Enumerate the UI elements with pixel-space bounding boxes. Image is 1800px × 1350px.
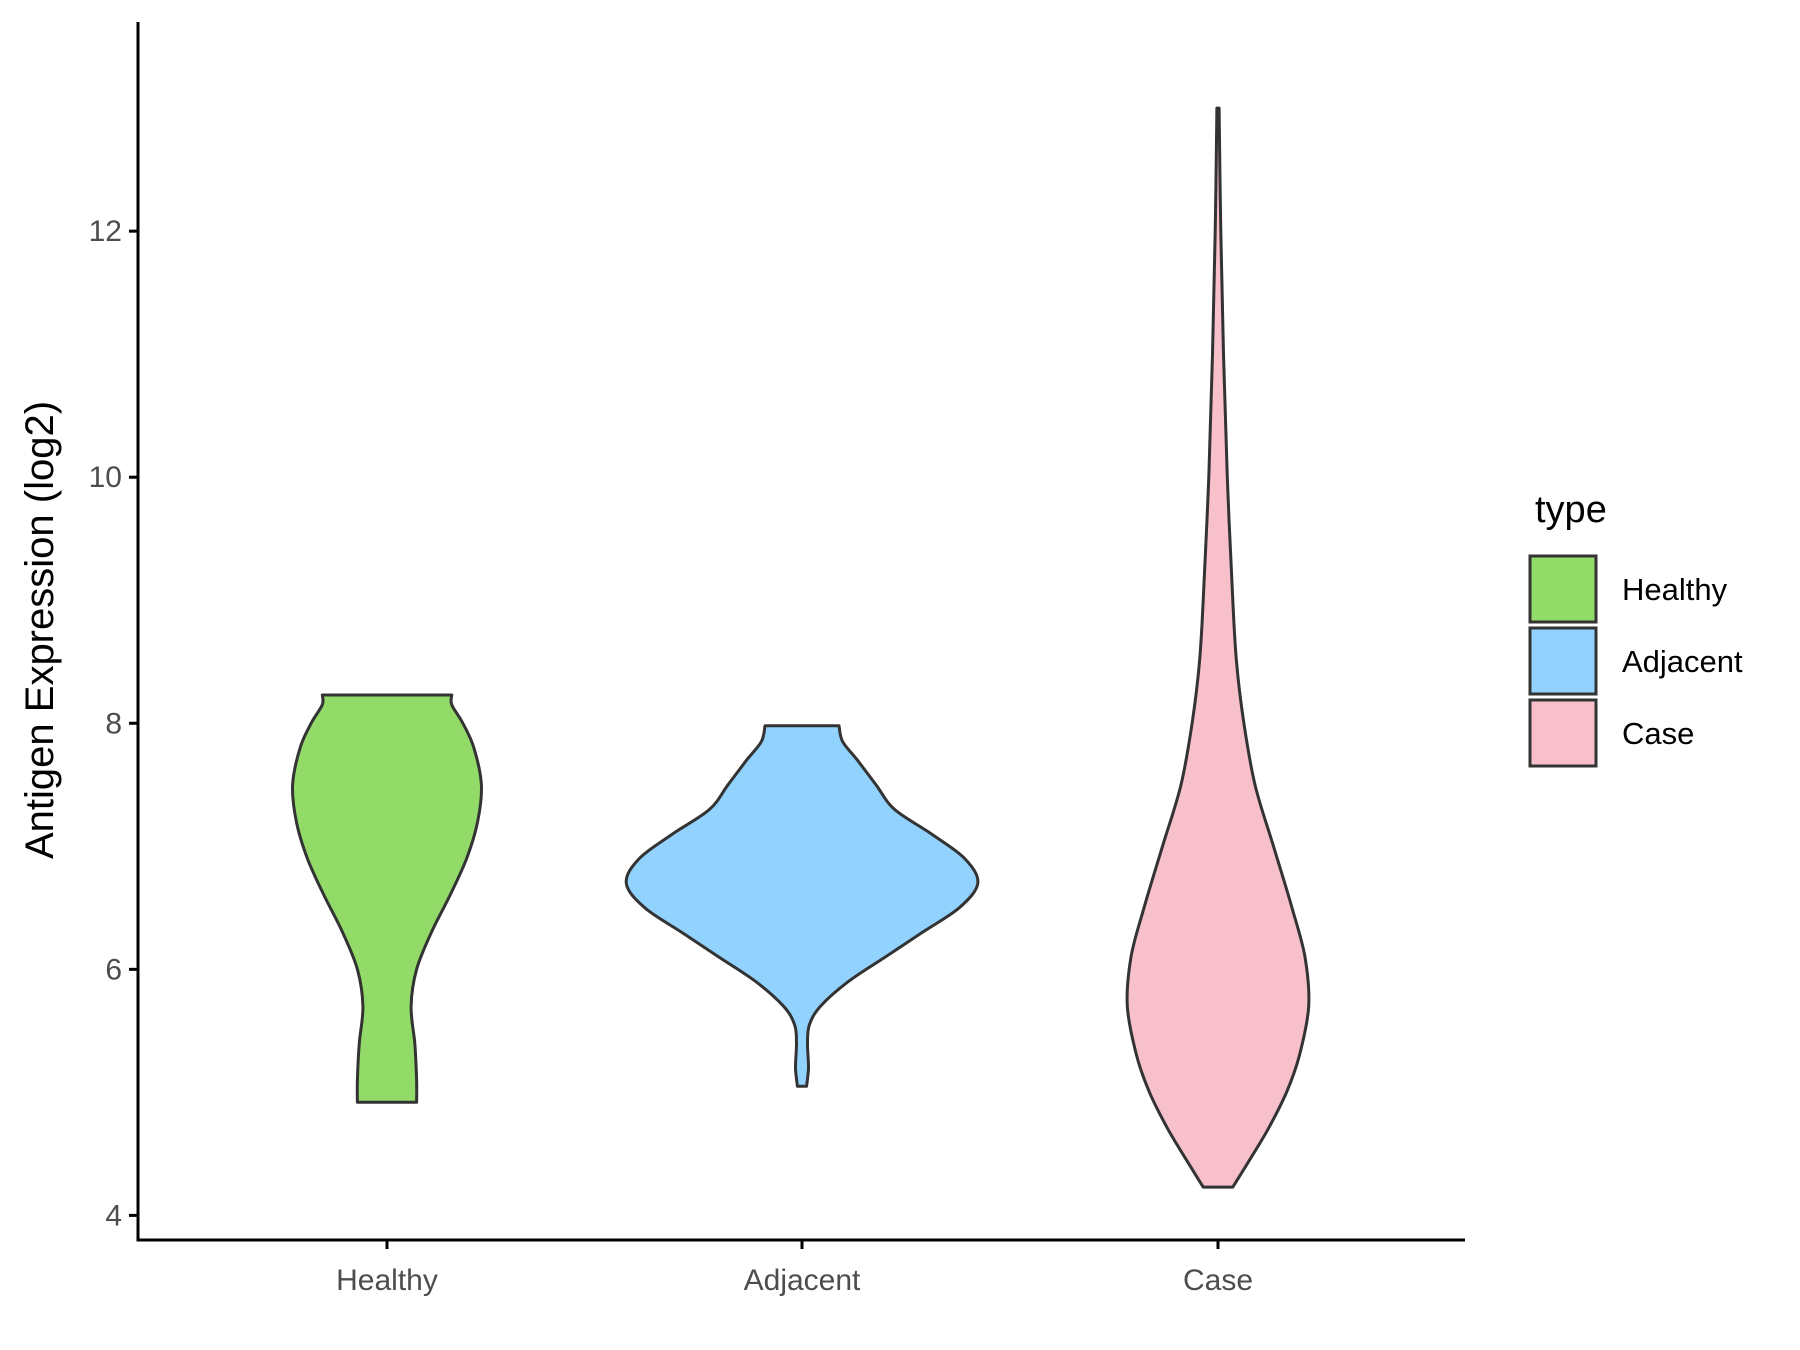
y-axis-title: Antigen Expression (log2): [18, 401, 62, 859]
x-axis-ticks: Healthy Adjacent Case: [336, 1240, 1253, 1297]
legend-label-adjacent: Adjacent: [1622, 644, 1743, 679]
x-tick-label: Adjacent: [744, 1264, 861, 1297]
violins-layer: [290, 106, 1311, 1189]
y-tick-label: 4: [105, 1199, 122, 1232]
legend-items: Healthy Adjacent Case: [1528, 554, 1743, 768]
y-tick-label: 8: [105, 707, 122, 740]
legend: type Healthy Adjacent Case: [1528, 489, 1743, 768]
legend-swatch-adjacent: [1528, 626, 1598, 696]
legend-swatch-healthy: [1528, 554, 1598, 624]
y-tick-label: 6: [105, 953, 122, 986]
y-tick-label: 12: [89, 215, 122, 248]
violin-adjacent: [624, 724, 980, 1088]
legend-label-healthy: Healthy: [1622, 572, 1728, 607]
legend-label-case: Case: [1622, 716, 1694, 751]
x-tick-label: Case: [1183, 1264, 1253, 1297]
y-tick-label: 10: [89, 461, 122, 494]
x-tick-label: Healthy: [336, 1264, 438, 1297]
legend-title: type: [1535, 489, 1607, 531]
violin-healthy: [290, 693, 484, 1104]
y-axis-ticks: 4 6 8 10 12: [89, 215, 138, 1232]
violin-case: [1125, 106, 1311, 1189]
legend-swatch-case: [1528, 698, 1598, 768]
